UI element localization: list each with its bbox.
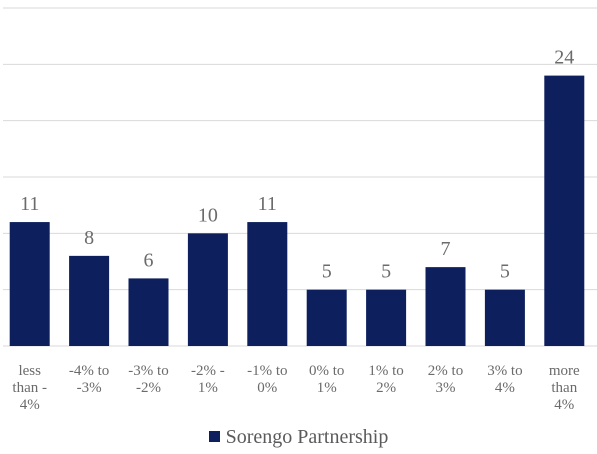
data-label: 7 bbox=[441, 238, 451, 260]
bar bbox=[187, 233, 228, 346]
x-tick-label: -1% to 0% bbox=[247, 363, 287, 396]
x-tick-label: -2% -1% bbox=[191, 363, 225, 396]
x-tick-label: 3% to 4% bbox=[487, 363, 522, 396]
legend-label: Sorengo Partnership bbox=[225, 426, 389, 448]
data-label: 10 bbox=[198, 204, 218, 226]
x-tick-label: -3% to -2% bbox=[128, 363, 168, 396]
x-tick-label: less than -4% bbox=[12, 363, 47, 413]
x-tick-label: 1% to 2% bbox=[368, 363, 403, 396]
data-label: 8 bbox=[84, 227, 94, 249]
legend-swatch bbox=[208, 431, 220, 442]
x-tick-label: -4% to -3% bbox=[69, 363, 109, 396]
data-label: 5 bbox=[381, 261, 391, 283]
x-tick-label: 2% to 3% bbox=[428, 363, 463, 396]
data-label: 11 bbox=[258, 193, 277, 215]
data-label: 11 bbox=[20, 193, 39, 215]
chart-legend: Sorengo Partnership bbox=[0, 426, 597, 449]
bar bbox=[247, 222, 288, 346]
bar bbox=[128, 278, 169, 346]
bar bbox=[484, 289, 525, 346]
bar bbox=[69, 255, 110, 346]
x-tick-label: more than 4% bbox=[549, 363, 580, 413]
data-label: 5 bbox=[322, 261, 332, 283]
bar bbox=[9, 222, 50, 346]
x-tick-label: 0% to 1% bbox=[309, 363, 344, 396]
bar bbox=[366, 289, 407, 346]
bar bbox=[544, 75, 585, 346]
bar bbox=[425, 267, 466, 346]
bar bbox=[306, 289, 347, 346]
data-label: 6 bbox=[144, 249, 154, 271]
data-label: 24 bbox=[554, 47, 574, 69]
data-label: 5 bbox=[500, 261, 510, 283]
